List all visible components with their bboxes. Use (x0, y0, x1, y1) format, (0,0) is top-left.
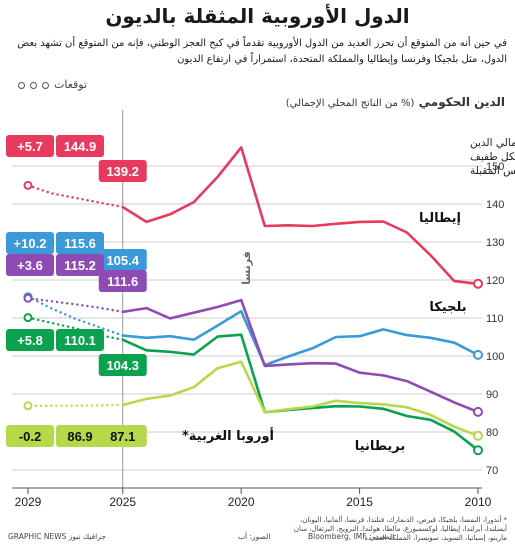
value-box-2029 (56, 232, 104, 254)
series-1: بلجيكا (23, 292, 483, 367)
forecast-line (26, 297, 124, 314)
change-2029: +5.7 (17, 139, 43, 154)
forecast-line (26, 316, 124, 341)
value-box-2025 (98, 270, 147, 292)
x-tick-label: 2010 (465, 495, 492, 509)
value-boxes-3: 104.3 110.1 +5.8 (6, 329, 147, 376)
series-line (122, 309, 479, 367)
series-start-point (473, 445, 483, 456)
value-box-2025 (98, 425, 147, 447)
intro-text: في حين أنه من المتوقع أن تحرز العديد من … (17, 38, 507, 65)
y-tick-label: 90 (486, 389, 498, 401)
forecast-dots-icon (18, 81, 49, 89)
note-line: خلال السنوات الخمس المقبلة (470, 165, 515, 177)
value-box-2025 (98, 354, 147, 376)
value-boxes-4: 87.1 86.9 -0.2 (6, 425, 147, 447)
series-line (122, 146, 479, 286)
value-2029: 115.2 (64, 258, 96, 273)
series-2: فرنسا (23, 251, 483, 417)
series-label: أوروبا الغربية* (182, 427, 274, 444)
change-box-2029 (6, 135, 54, 157)
change-2029: +10.2 (14, 236, 47, 251)
y-tick-label: 140 (486, 199, 504, 211)
x-tick-label: 2020 (228, 495, 255, 509)
y-tick-label: 150 (486, 161, 504, 173)
value-2029: 110.1 (64, 333, 96, 348)
value-box-2025 (98, 249, 147, 271)
forecast-line (26, 403, 124, 407)
y-tick-label: 130 (486, 237, 504, 249)
value-boxes-2: 111.6 115.2 +3.6 (6, 254, 147, 292)
series-start-point (473, 278, 483, 289)
brand-credit: GRAPHIC NEWS جرافيك نيوز (8, 532, 107, 541)
chart-heading-title: الدين الحكومي (418, 95, 505, 109)
change-box-2029 (6, 254, 54, 276)
change-box-2029 (6, 329, 54, 351)
value-box-2025 (98, 160, 147, 182)
change-2029: +3.6 (17, 258, 43, 273)
value-box-2029 (56, 329, 104, 351)
x-axis-ticks: 2010 2015 2020 2025 2029 (15, 488, 492, 509)
chart-heading-unit: (% من الناتج المحلي الإجمالي) (285, 98, 415, 109)
series-line (122, 298, 479, 414)
x-tick-label: 2025 (109, 495, 136, 509)
series-start-point (473, 406, 483, 417)
y-tick-label: 70 (486, 465, 498, 477)
series-label: بريطانيا (355, 439, 405, 454)
chart-title: الدول الأوروبية المثقلة بالديون (105, 4, 410, 28)
y-tick-label: 110 (486, 313, 504, 325)
forecast-line (26, 184, 124, 209)
series-start-point (473, 349, 483, 360)
series-label: إيطاليا (419, 211, 461, 226)
y-tick-label: 120 (486, 275, 504, 287)
y-grid: 70 80 90 100 110 120 130 140 150 (12, 161, 504, 477)
annotation-note: من المتوقع أن ينخفض إجمالي الدينفي أوروب… (470, 135, 515, 177)
change-box-2029 (6, 232, 54, 254)
value-2029: 144.9 (64, 139, 97, 154)
series-end-point (23, 401, 33, 411)
value-2025: 139.2 (106, 164, 139, 179)
x-tick-label: 2029 (15, 495, 42, 509)
forecast-label: توقعات (54, 78, 88, 91)
value-boxes-0: 139.2 144.9 +5.7 (6, 135, 147, 182)
chart-heading: الدين الحكومي (% من الناتج المحلي الإجما… (286, 95, 505, 109)
value-box-2029 (56, 254, 104, 276)
forecast-legend: توقعات (18, 78, 87, 91)
value-2025: 111.6 (107, 274, 138, 289)
series-end-point (23, 180, 33, 190)
value-2025: 104.3 (106, 358, 139, 373)
photo-credit: الصور: أب (238, 532, 271, 541)
series-end-point (23, 293, 33, 303)
value-2029: 115.6 (64, 236, 96, 251)
value-2025: 105.4 (106, 253, 139, 268)
series-line (122, 360, 479, 438)
series-end-point (23, 313, 33, 323)
value-box-2029 (56, 425, 104, 447)
x-tick-label: 2015 (346, 495, 373, 509)
series-4: أوروبا الغربية* (23, 360, 483, 444)
series-label: فرنسا (240, 251, 253, 285)
series-start-point (473, 430, 483, 441)
series-label: بلجيكا (429, 300, 466, 315)
series-0: إيطاليا (23, 146, 483, 289)
source-credit: المصدر: Bloomberg, IMF (308, 532, 395, 541)
change-2029: -0.2 (19, 429, 41, 444)
change-box-2029 (6, 425, 54, 447)
value-2025: 87.1 (110, 429, 135, 444)
footnote: * أندورا، النمسا، بلجيكا، قبرص، الدنمارك… (293, 516, 507, 542)
change-2029: +5.8 (17, 333, 43, 348)
note-line: في أوروبا الغربية بشكل طفيف (470, 149, 515, 163)
value-box-2029 (56, 135, 104, 157)
forecast-line (26, 295, 124, 337)
value-2029: 86.9 (67, 429, 92, 444)
note-line: من المتوقع أن ينخفض إجمالي الدين (470, 135, 515, 149)
y-tick-label: 100 (486, 351, 504, 363)
value-boxes-1: 105.4 115.6 +10.2 (6, 232, 147, 271)
y-tick-label: 80 (486, 427, 498, 439)
